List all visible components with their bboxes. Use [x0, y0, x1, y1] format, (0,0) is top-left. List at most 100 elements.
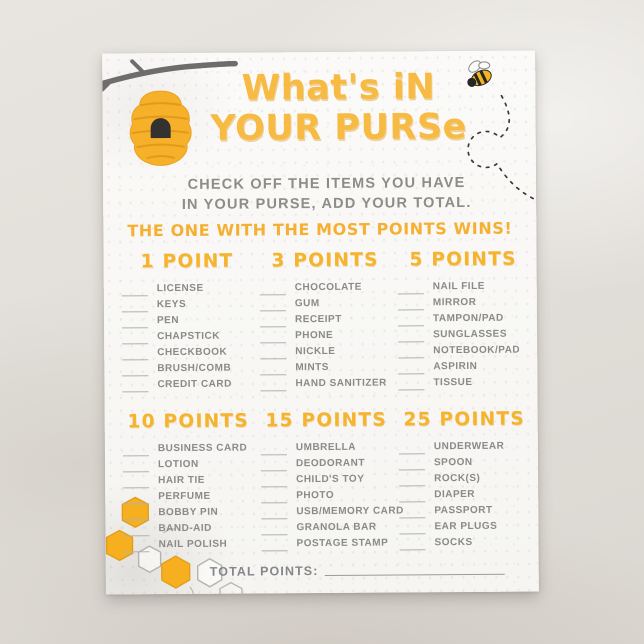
item-label: CHILD'S TOY [296, 473, 365, 486]
checkoff-blank[interactable] [123, 492, 150, 505]
checklist-item: MIRROR [397, 294, 529, 311]
section-header: 15 POINTS [265, 409, 387, 432]
points-section-3: 3 POINTS CHOCOLATE GUM RECEIPT PHONE NIC… [259, 250, 391, 392]
checklist-item: UNDERWEAR [398, 438, 530, 455]
checklist-item: LOTION [122, 455, 254, 473]
checkoff-blank[interactable] [123, 508, 150, 521]
checkoff-blank[interactable] [123, 476, 150, 489]
item-label: NAIL POLISH [158, 538, 228, 551]
checkoff-blank[interactable] [260, 347, 287, 360]
checklist-item: ROCK(S) [399, 470, 530, 487]
item-label: SOCKS [434, 536, 473, 549]
checkoff-blank[interactable] [259, 299, 286, 312]
item-label: DEODORANT [295, 457, 365, 470]
checkoff-blank[interactable] [399, 506, 426, 519]
title-line1: What's iN [241, 67, 436, 109]
points-section-1: 1 POINT LICENSE KEYS PEN CHAPSTICK CHECK… [121, 250, 253, 393]
checkoff-blank[interactable] [260, 443, 287, 456]
checklist-item: EAR PLUGS [399, 518, 530, 535]
checkoff-blank[interactable] [399, 490, 426, 503]
checkoff-blank[interactable] [259, 283, 286, 296]
title-line2: YOUR PURSe [210, 106, 467, 149]
item-label: DIAPER [434, 488, 476, 501]
checkoff-blank[interactable] [261, 539, 288, 552]
checkoff-blank[interactable] [260, 363, 287, 376]
checklist-item: USB/MEMORY CARD [261, 503, 404, 520]
checkoff-blank[interactable] [399, 538, 426, 551]
item-label: CHECKBOOK [157, 346, 228, 359]
checkoff-blank[interactable] [397, 298, 424, 311]
item-label: CHAPSTICK [157, 330, 220, 343]
checkoff-blank[interactable] [397, 282, 424, 295]
section-header: 10 POINTS [127, 410, 249, 433]
item-label: RECEIPT [294, 313, 342, 326]
checkoff-blank[interactable] [399, 522, 426, 535]
checklist-item: PEN [121, 311, 253, 329]
total-points-label: TOTAL POINTS: [209, 564, 319, 579]
checklist-item: TAMPON/PAD [397, 310, 529, 327]
checklist-item: ASPIRIN [398, 358, 529, 375]
checkoff-blank[interactable] [121, 316, 149, 329]
checkoff-blank[interactable] [122, 364, 149, 377]
item-label: PHONE [295, 329, 334, 342]
item-label: SUNGLASSES [433, 328, 508, 341]
checkoff-blank[interactable] [121, 300, 148, 313]
checklist-item: BRUSH/COMB [122, 359, 253, 377]
hive-body [129, 90, 192, 166]
checkoff-blank[interactable] [398, 378, 425, 391]
item-label: MINTS [295, 361, 329, 374]
checkoff-blank[interactable] [398, 346, 425, 359]
item-label: KEYS [156, 298, 187, 311]
item-label: BUSINESS CARD [157, 442, 248, 455]
checkoff-blank[interactable] [398, 362, 425, 375]
checkoff-blank[interactable] [260, 459, 288, 472]
item-label: PERFUME [158, 490, 211, 503]
item-label: PHOTO [296, 489, 335, 502]
checklist-item: CHECKBOOK [122, 343, 253, 361]
checkoff-blank[interactable] [259, 315, 287, 328]
item-label: PEN [156, 314, 180, 327]
section-header: 3 POINTS [271, 249, 379, 272]
game-card: What's iN YOUR PURSe CHECK OFF THE ITEMS… [102, 50, 539, 595]
checkoff-blank[interactable] [123, 524, 150, 537]
item-label: HAND SANITIZER [295, 377, 387, 390]
checkoff-blank[interactable] [260, 331, 287, 344]
checkoff-blank[interactable] [123, 540, 150, 553]
checkoff-blank[interactable] [261, 523, 288, 536]
checkoff-blank[interactable] [398, 330, 425, 343]
checkoff-blank[interactable] [122, 348, 149, 361]
item-label: HAIR TIE [158, 474, 205, 487]
total-points-blank[interactable] [324, 564, 505, 576]
checkoff-blank[interactable] [121, 284, 148, 297]
checkoff-blank[interactable] [261, 507, 288, 520]
checklist-item: SOCKS [399, 534, 530, 551]
checklist-item: NAIL POLISH [123, 535, 254, 553]
checkoff-blank[interactable] [397, 314, 425, 327]
item-label: LOTION [157, 458, 199, 471]
item-label: NICKLE [295, 345, 336, 358]
item-label: ROCK(S) [434, 472, 481, 485]
checkoff-blank[interactable] [122, 380, 149, 393]
item-label: BAND-AID [158, 522, 212, 535]
checklist-item: PHOTO [261, 487, 392, 504]
checklist-item: CREDIT CARD [122, 375, 253, 393]
checklist-item: RECEIPT [259, 311, 391, 328]
checkoff-blank[interactable] [398, 458, 426, 471]
instructions-line2: IN YOUR PURSE, ADD YOUR TOTAL. [181, 194, 472, 213]
checkoff-blank[interactable] [398, 442, 425, 455]
item-label: EAR PLUGS [434, 520, 498, 533]
item-label: POSTAGE STAMP [296, 537, 389, 550]
checkoff-blank[interactable] [261, 475, 288, 488]
points-section-25: 25 POINTS UNDERWEAR SPOON ROCK(S) DIAPER… [398, 409, 531, 551]
checkoff-blank[interactable] [399, 474, 426, 487]
checkoff-blank[interactable] [122, 444, 149, 457]
checklist-item: MINTS [260, 359, 391, 376]
section-header: 1 POINT [140, 250, 234, 273]
section-header: 5 POINTS [409, 248, 517, 271]
checkoff-blank[interactable] [122, 460, 150, 473]
checklist-item: HAIR TIE [123, 471, 254, 489]
checkoff-blank[interactable] [260, 379, 287, 392]
checklist-item: SUNGLASSES [398, 326, 529, 343]
checkoff-blank[interactable] [261, 491, 288, 504]
checkoff-blank[interactable] [122, 332, 149, 345]
